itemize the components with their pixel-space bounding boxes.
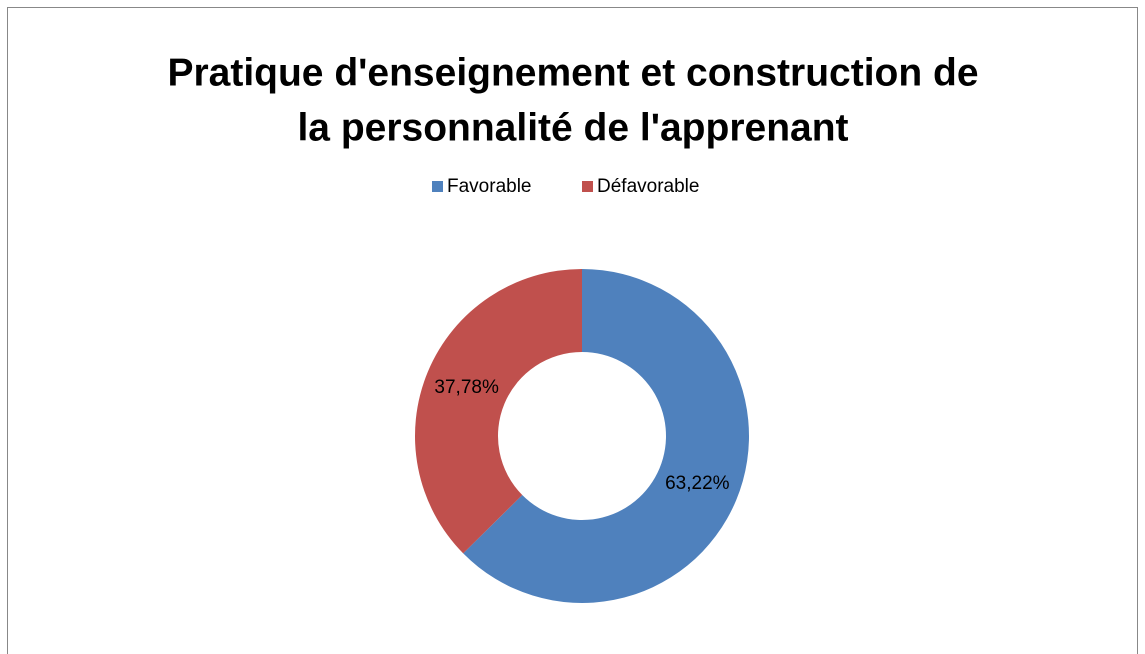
legend-label: Favorable: [447, 176, 532, 197]
data-label: 63,22%: [665, 473, 730, 494]
legend-label: Défavorable: [597, 176, 699, 197]
data-label: 37,78%: [434, 377, 499, 398]
legend-swatch: [432, 181, 443, 192]
donut-slice: [414, 269, 582, 554]
chart-title: Pratique d'enseignement et construction …: [167, 51, 978, 94]
legend-swatch: [582, 181, 593, 192]
donut-slice: [463, 269, 749, 603]
chart-title: la personnalité de l'apprenant: [297, 106, 848, 149]
